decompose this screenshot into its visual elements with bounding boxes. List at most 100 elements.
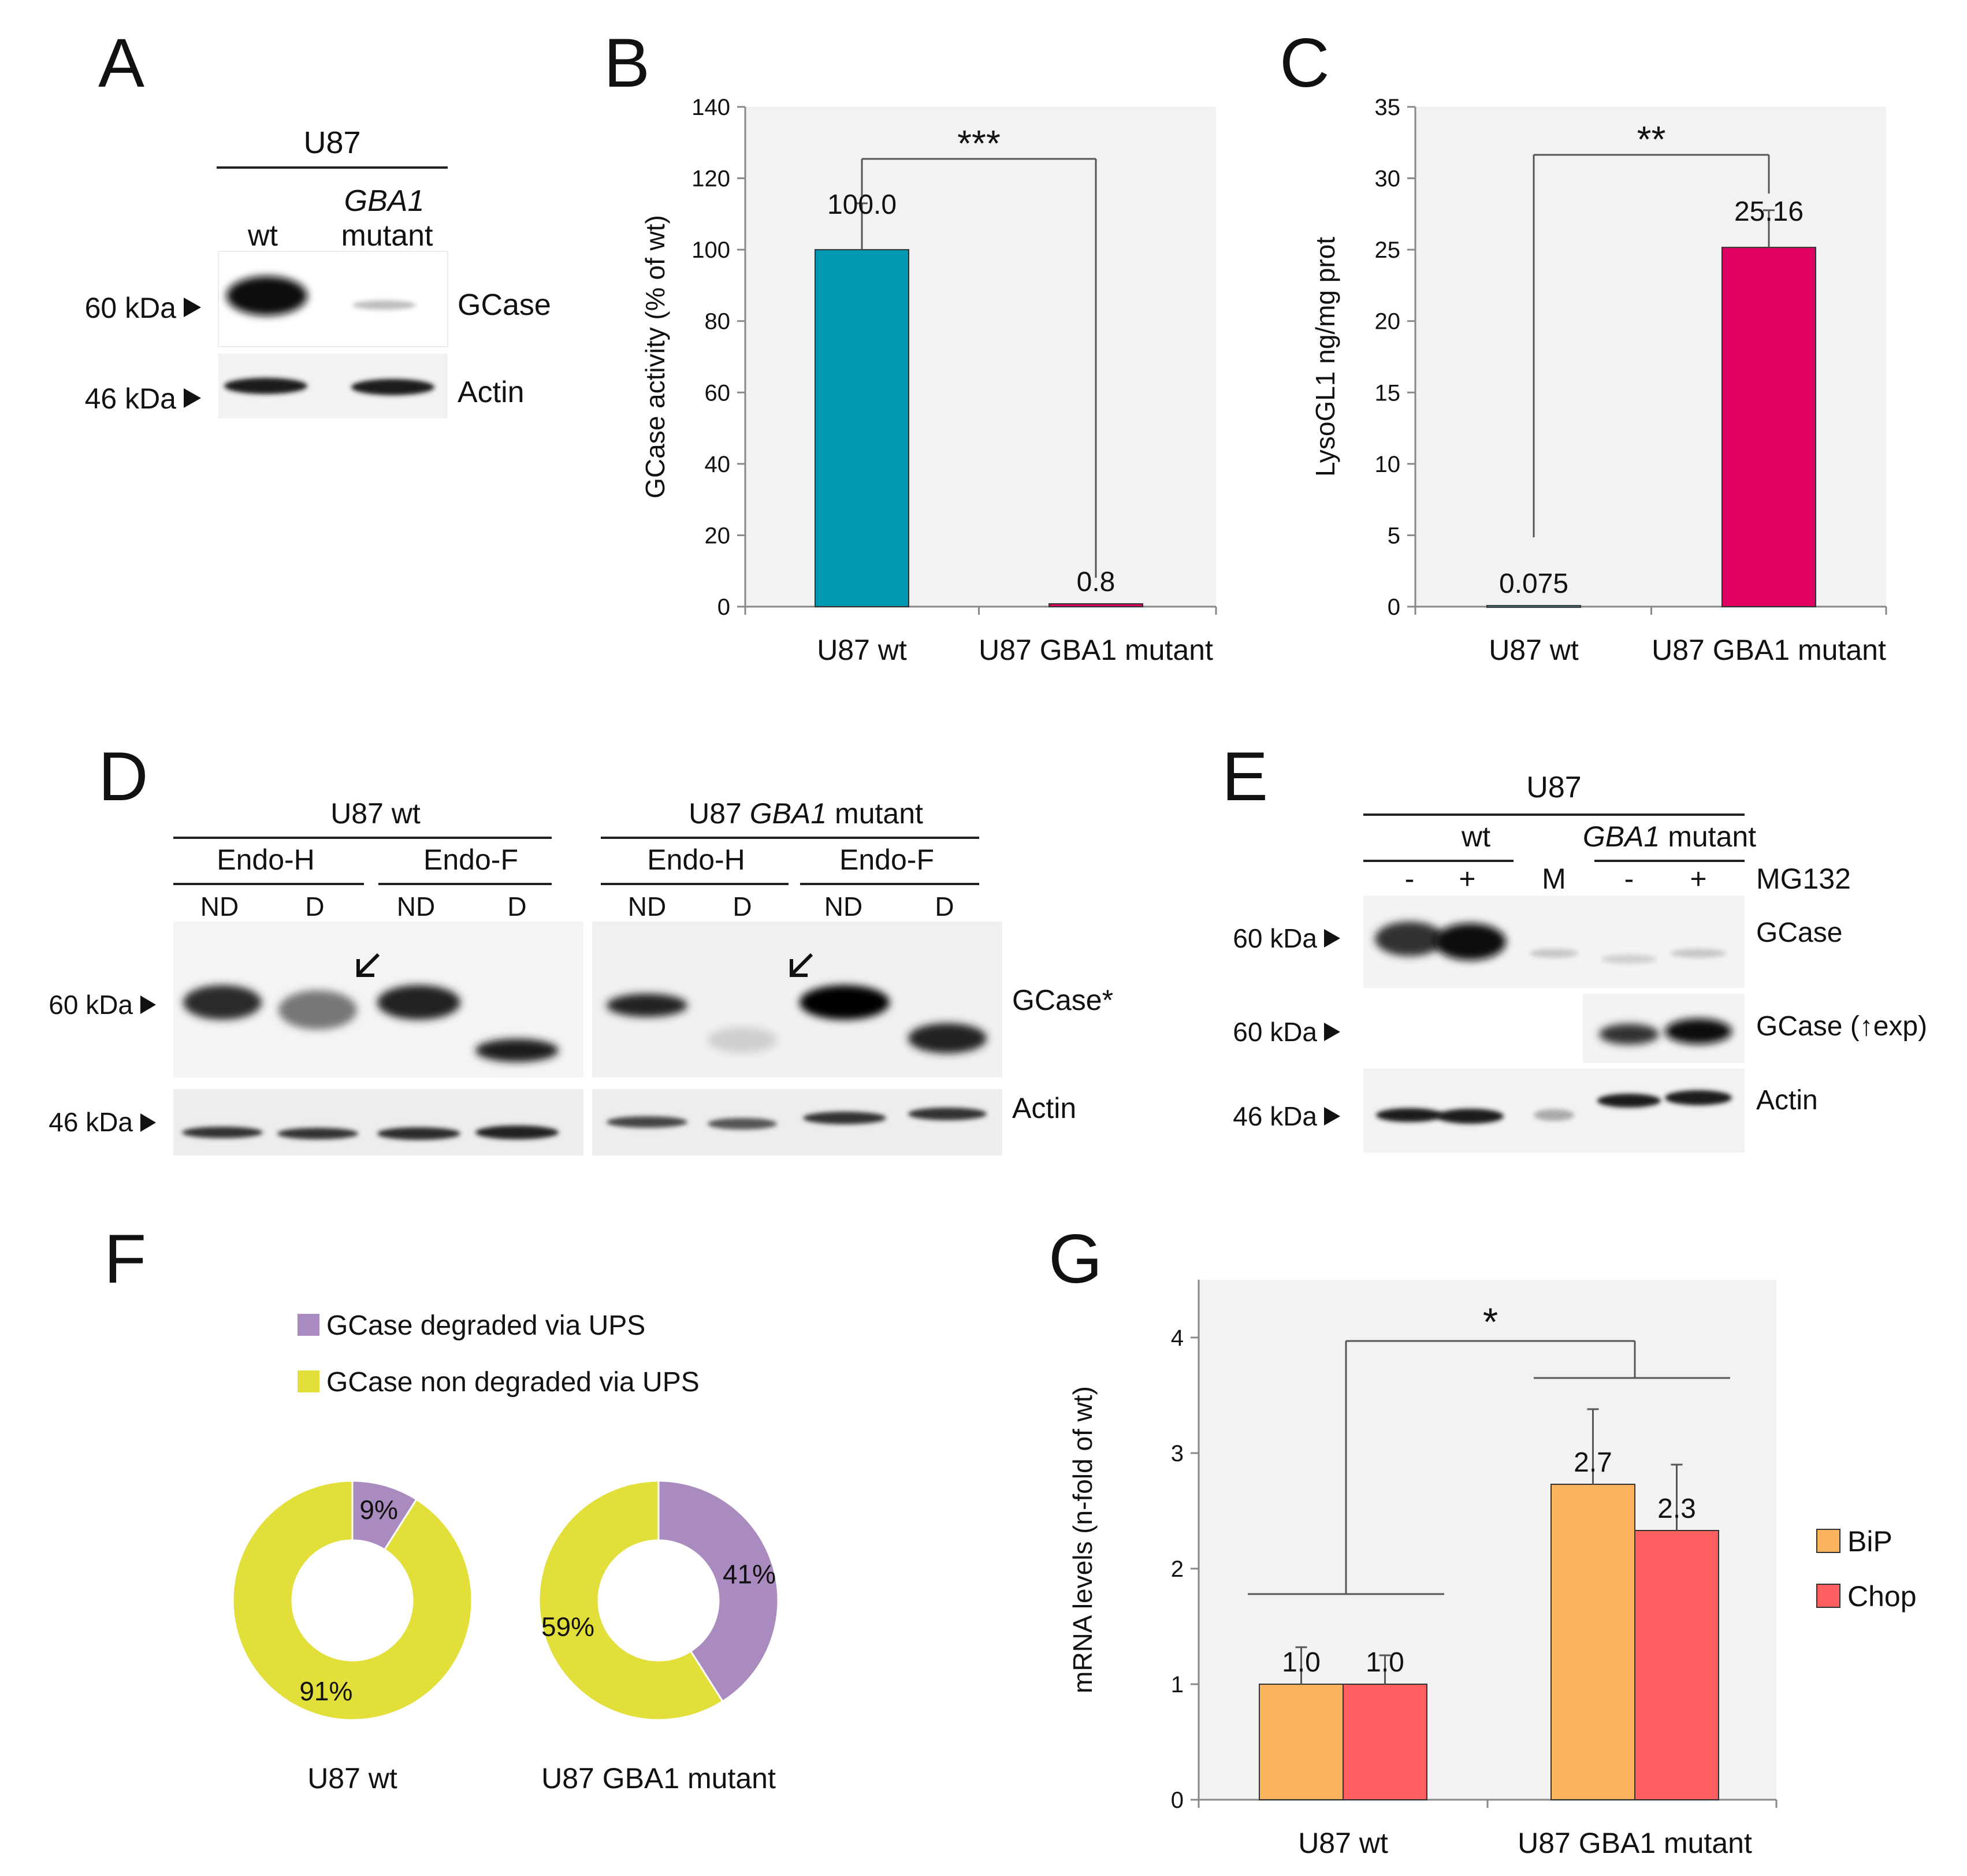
x-tick-label: U87 GBA1 mutant bbox=[979, 634, 1213, 666]
donut-slice bbox=[538, 1480, 724, 1721]
data-label: 1.0 bbox=[1366, 1647, 1404, 1678]
enzyme-label: Endo-H bbox=[647, 844, 745, 876]
legend-label: BiP bbox=[1847, 1525, 1892, 1558]
band-e-actin: Actin bbox=[1756, 1085, 1818, 1116]
x-tick-label: U87 wt bbox=[817, 634, 907, 666]
lane-a-wt: wt bbox=[247, 219, 278, 252]
blot-d-actin-wt bbox=[173, 1089, 583, 1156]
data-label: 0.075 bbox=[1499, 569, 1568, 599]
panel-d: D U87 wt U87 GBA1 mutant Endo-H Endo-F E… bbox=[49, 738, 1113, 1156]
lane-label: ND bbox=[628, 891, 666, 922]
y-tick-label: 3 bbox=[1171, 1441, 1184, 1466]
panel-b: B 0 20 40 60 80 100 120 140 GCase activity (% of… bbox=[604, 24, 1217, 666]
legend-swatch bbox=[1816, 1529, 1840, 1553]
y-tick-label: 1 bbox=[1171, 1672, 1184, 1697]
blot-a-header: U87 bbox=[303, 125, 360, 160]
bar bbox=[1486, 605, 1581, 608]
blot-e-group-mut: GBA1 mutant bbox=[1583, 820, 1756, 853]
y-tick-label: 0 bbox=[717, 595, 730, 620]
enzyme-label: Endo-H bbox=[217, 844, 315, 876]
panel-letter-g: G bbox=[1048, 1220, 1102, 1298]
blot-e-group-wt: wt bbox=[1461, 820, 1490, 853]
lane-label: + bbox=[1690, 863, 1706, 895]
chart-f: GCase degraded via UPS GCase non degraded… bbox=[232, 1310, 779, 1795]
panel-letter-d: D bbox=[98, 738, 148, 815]
band-d-actin: Actin bbox=[1012, 1092, 1076, 1124]
panel-c: C 0 5 10 15 20 25 30 35 LysoGL1 ng/mg prot 0.075 U… bbox=[1280, 24, 1887, 666]
band-e-gcase: GCase bbox=[1756, 917, 1842, 948]
bar bbox=[1550, 1484, 1635, 1800]
y-tick-label: 35 bbox=[1375, 95, 1401, 120]
panel-letter-b: B bbox=[604, 24, 650, 102]
y-tick-label: 30 bbox=[1375, 166, 1401, 192]
marker-d-60: 60 kDa bbox=[49, 990, 133, 1020]
y-tick-label: 20 bbox=[705, 523, 731, 548]
legend-swatch bbox=[298, 1370, 319, 1392]
slice-label: 9% bbox=[359, 1495, 397, 1525]
legend-swatch bbox=[1816, 1584, 1840, 1608]
lane-label: D bbox=[305, 891, 324, 922]
x-tick-label: U87 GBA1 mutant bbox=[1518, 1827, 1752, 1859]
enzyme-label: Endo-F bbox=[423, 844, 518, 876]
marker-a-46: 46 kDa bbox=[85, 382, 177, 415]
legend-swatch bbox=[298, 1314, 319, 1336]
legend-label: Chop bbox=[1847, 1580, 1917, 1613]
panel-letter-c: C bbox=[1280, 24, 1330, 102]
data-label: 1.0 bbox=[1282, 1647, 1321, 1678]
chart-g: 0 1 2 3 4 mRNA levels (n-fold of wt) 1.0 1.0 U87… bbox=[1068, 1280, 1917, 1859]
band-a-actin: Actin bbox=[458, 376, 525, 409]
slice-label: 91% bbox=[299, 1676, 352, 1706]
lane-label: M bbox=[1542, 863, 1566, 895]
band-e-gcase-exp: GCase (↑exp) bbox=[1756, 1011, 1927, 1042]
significance-marker: * bbox=[1483, 1300, 1498, 1344]
blot-d-group-mut: U87 GBA1 mutant bbox=[689, 797, 923, 830]
enzyme-label: Endo-F bbox=[839, 844, 934, 876]
panel-letter-e: E bbox=[1222, 738, 1268, 815]
y-tick-label: 10 bbox=[1375, 452, 1401, 477]
chart-c: 0 5 10 15 20 25 30 35 LysoGL1 ng/mg prot 0.075 U87… bbox=[1310, 95, 1887, 666]
marker-d-46: 46 kDa bbox=[49, 1107, 133, 1137]
band-d-gcase: GCase* bbox=[1012, 984, 1113, 1016]
y-tick-label: 2 bbox=[1171, 1556, 1184, 1582]
marker-e-60a: 60 kDa bbox=[1233, 923, 1317, 953]
y-axis-label: GCase activity (% of wt) bbox=[640, 215, 670, 499]
y-axis-label: LysoGL1 ng/mg prot bbox=[1310, 237, 1340, 477]
bar bbox=[1634, 1530, 1719, 1800]
lane-label: D bbox=[732, 891, 752, 922]
y-tick-label: 0 bbox=[1388, 595, 1400, 620]
arrow-icon bbox=[791, 953, 813, 975]
y-tick-label: 140 bbox=[691, 95, 730, 120]
marker-e-60b: 60 kDa bbox=[1233, 1017, 1317, 1047]
marker-a-60: 60 kDa bbox=[85, 292, 177, 324]
chart-b: 0 20 40 60 80 100 120 140 GCase activity (% of w… bbox=[640, 95, 1217, 666]
lane-a-mut: mutant bbox=[341, 219, 434, 252]
significance-marker: *** bbox=[957, 122, 1001, 164]
legend-label: GCase non degraded via UPS bbox=[326, 1367, 700, 1398]
data-label: 25.16 bbox=[1734, 196, 1804, 227]
lane-label: - bbox=[1405, 863, 1415, 895]
legend-label: GCase degraded via UPS bbox=[326, 1310, 645, 1341]
significance-marker: ** bbox=[1637, 118, 1666, 160]
y-tick-label: 0 bbox=[1171, 1788, 1184, 1813]
panel-a: A U87 wt GBA1 mutant 60 kDa 46 kDa GCase… bbox=[85, 24, 551, 418]
lane-label: ND bbox=[824, 891, 862, 922]
panel-letter-a: A bbox=[98, 24, 144, 102]
y-tick-label: 60 bbox=[705, 380, 731, 406]
lane-label: D bbox=[507, 891, 526, 922]
slice-label: 41% bbox=[723, 1559, 776, 1589]
blot-d-group-wt: U87 wt bbox=[330, 797, 421, 830]
slice-label: 59% bbox=[541, 1612, 594, 1642]
y-tick-label: 4 bbox=[1171, 1325, 1184, 1351]
y-tick-label: 100 bbox=[691, 237, 730, 263]
donut-label: U87 GBA1 mutant bbox=[541, 1762, 776, 1795]
bar bbox=[1259, 1684, 1344, 1800]
panel-f: F GCase degraded via UPS GCase non degrad… bbox=[104, 1220, 779, 1795]
y-tick-label: 80 bbox=[705, 309, 731, 335]
bar bbox=[1048, 603, 1143, 607]
bar bbox=[815, 249, 909, 607]
x-tick-label: U87 GBA1 mutant bbox=[1652, 634, 1886, 666]
lane-label: - bbox=[1624, 863, 1634, 895]
panel-g: G 0 1 2 3 4 mRNA levels (n-fold of wt) 1.0 1.0 U… bbox=[1048, 1220, 1917, 1859]
lane-label: D bbox=[935, 891, 954, 922]
marker-e-46: 46 kDa bbox=[1233, 1101, 1317, 1131]
